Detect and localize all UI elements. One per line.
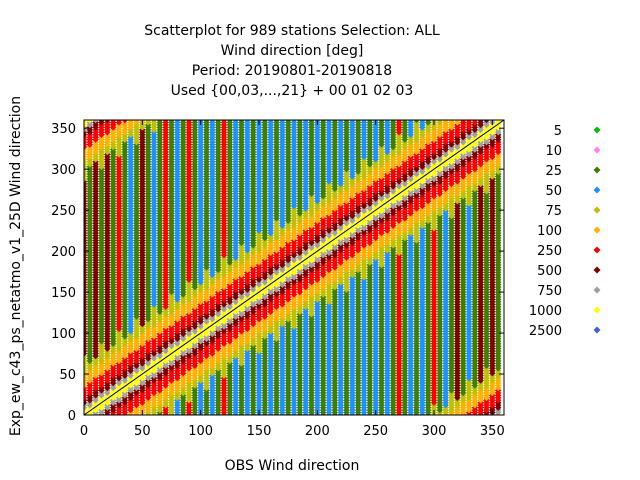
data-point bbox=[249, 120, 257, 124]
data-point bbox=[86, 120, 94, 124]
data-point bbox=[127, 120, 134, 124]
title-line-4: Used {00,03,...,21} + 00 01 02 03 bbox=[171, 83, 414, 99]
data-point bbox=[144, 120, 152, 124]
data-point bbox=[226, 120, 234, 124]
data-point bbox=[115, 120, 123, 124]
data-point bbox=[109, 120, 117, 124]
data-point bbox=[162, 120, 169, 124]
data-point bbox=[92, 120, 99, 124]
data-point bbox=[98, 120, 105, 124]
title-line-3: Period: 20190801-20190818 bbox=[192, 63, 392, 79]
data-point bbox=[150, 120, 158, 124]
data-point bbox=[168, 120, 175, 124]
data-point bbox=[261, 120, 269, 124]
data-point bbox=[156, 120, 164, 124]
data-point bbox=[174, 120, 181, 124]
data-point bbox=[273, 120, 280, 124]
data-point bbox=[214, 120, 222, 124]
data-point bbox=[220, 120, 228, 124]
data-point bbox=[121, 120, 129, 124]
data-point bbox=[244, 120, 251, 124]
data-point bbox=[191, 120, 199, 124]
data-point bbox=[133, 120, 140, 124]
data-point bbox=[238, 120, 245, 124]
data-point bbox=[203, 120, 210, 124]
data-point bbox=[279, 120, 286, 124]
data-point bbox=[185, 120, 193, 124]
title-line-2: Wind direction [deg] bbox=[221, 43, 364, 59]
data-point bbox=[179, 120, 187, 124]
data-point bbox=[209, 120, 216, 124]
data-point bbox=[104, 120, 111, 124]
scatter-points bbox=[84, 120, 502, 415]
title-line-1: Scatterplot for 989 stations Selection: … bbox=[144, 23, 440, 39]
data-point bbox=[84, 120, 88, 124]
data-point bbox=[232, 120, 239, 124]
chart-title: Scatterplot for 989 stations Selection: … bbox=[144, 23, 440, 99]
data-point bbox=[267, 120, 274, 124]
